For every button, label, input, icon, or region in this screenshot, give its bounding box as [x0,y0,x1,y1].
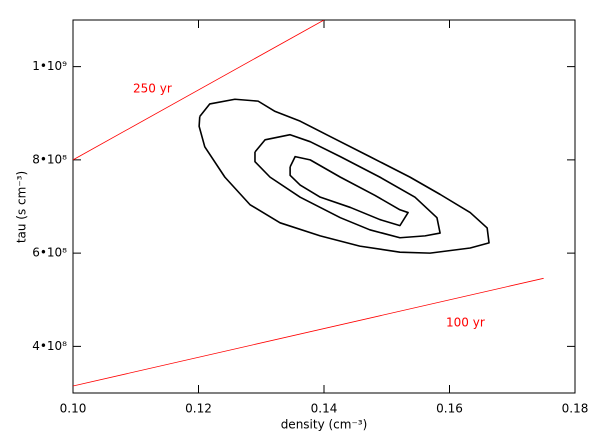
y-tick-label: 1•10⁹ [32,59,67,73]
plot-frame [72,19,576,394]
contour [289,155,409,227]
line-annotation: 250 yr [133,82,172,96]
x-axis-label: density (cm⁻³) [281,418,368,432]
y-tick-label: 4•10⁸ [32,339,67,353]
y-tick-label: 8•10⁸ [32,152,67,166]
x-tick-label: 0.18 [562,402,589,416]
contour [254,133,441,239]
contour [198,98,490,254]
age-line [73,277,544,387]
age-line [73,20,325,161]
x-tick-label: 0.12 [185,402,212,416]
x-tick-label: 0.16 [436,402,463,416]
x-tick-label: 0.10 [60,402,87,416]
y-tick-label: 6•10⁸ [32,246,67,260]
line-annotation: 100 yr [446,316,485,330]
x-tick-label: 0.14 [311,402,338,416]
y-axis-label: tau (s cm⁻³) [15,171,29,243]
